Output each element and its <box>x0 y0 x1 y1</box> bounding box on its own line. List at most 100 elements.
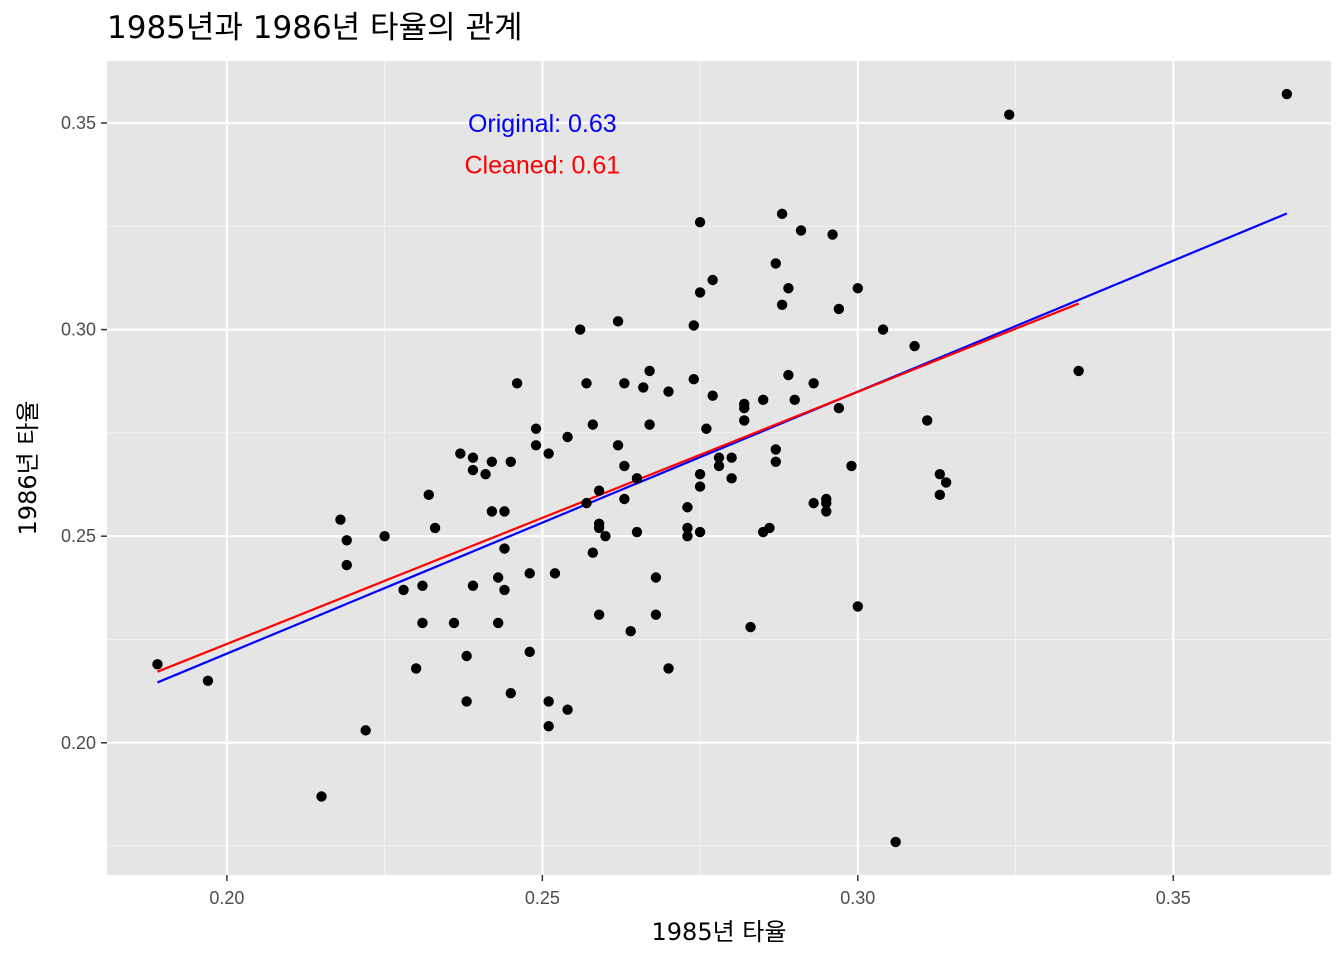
data-point <box>499 543 510 554</box>
data-point <box>764 522 775 534</box>
y-tick-label: 0.25 <box>61 526 96 546</box>
grid-minor <box>107 61 1331 875</box>
data-point <box>619 493 630 505</box>
data-point <box>530 440 542 451</box>
data-point <box>543 448 554 459</box>
regression-line <box>157 212 1288 684</box>
data-point <box>694 481 706 492</box>
data-point <box>492 617 504 629</box>
data-point <box>827 229 838 240</box>
y-tick-label: 0.20 <box>61 733 96 753</box>
data-point <box>448 617 460 629</box>
chart-title: 1985년과 1986년 타율의 관계 <box>107 10 523 46</box>
data-point <box>625 626 636 637</box>
data-point <box>909 340 920 352</box>
data-point <box>530 423 542 434</box>
data-point <box>360 725 371 736</box>
data-point <box>644 419 655 430</box>
data-point <box>499 506 510 517</box>
data-point <box>922 415 933 426</box>
data-point <box>776 208 788 220</box>
data-point <box>1073 365 1084 377</box>
y-axis-ticks: 0.20 0.25 0.30 0.35 <box>61 113 107 753</box>
data-point <box>745 621 756 633</box>
data-point <box>461 650 472 662</box>
data-point <box>821 497 832 509</box>
data-point <box>770 444 781 455</box>
data-point <box>631 473 643 484</box>
data-point <box>341 559 352 571</box>
data-point <box>505 687 516 699</box>
data-point <box>379 530 390 542</box>
data-point <box>467 452 479 463</box>
data-point <box>524 568 535 579</box>
data-point <box>808 378 819 389</box>
data-point <box>713 452 725 463</box>
data-point <box>707 390 718 401</box>
data-point <box>776 299 788 310</box>
data-point <box>757 394 769 406</box>
data-point <box>726 452 737 463</box>
data-point <box>852 601 864 612</box>
data-point <box>789 394 800 406</box>
data-point <box>423 489 434 501</box>
data-points <box>152 88 1293 848</box>
data-point <box>619 378 630 389</box>
data-point <box>638 382 649 393</box>
data-point <box>316 791 327 802</box>
data-point <box>398 584 409 596</box>
data-point <box>833 402 845 414</box>
data-point <box>486 456 498 468</box>
data-point <box>581 497 592 509</box>
data-point <box>455 448 466 459</box>
data-point <box>492 572 504 583</box>
data-point <box>663 663 674 674</box>
data-point <box>511 378 523 389</box>
data-point <box>574 324 586 335</box>
correlation-label: Original: 0.63 <box>468 110 617 138</box>
correlation-annotations: Original: 0.63 Cleaned: 0.61 <box>464 110 620 179</box>
data-point <box>940 477 952 488</box>
data-point <box>467 464 479 476</box>
data-point <box>694 287 706 298</box>
data-point <box>1004 109 1015 120</box>
data-point <box>562 704 573 715</box>
data-point <box>417 617 428 629</box>
data-point <box>202 675 214 686</box>
data-point <box>543 721 554 732</box>
data-point <box>562 431 573 443</box>
data-point <box>808 497 819 509</box>
data-point <box>890 836 901 848</box>
data-point <box>739 402 750 414</box>
x-tick-label: 0.30 <box>840 888 875 908</box>
data-point <box>593 485 605 496</box>
data-point <box>682 502 693 513</box>
data-point <box>663 386 674 397</box>
data-point <box>499 584 510 596</box>
x-axis-ticks: 0.20 0.25 0.30 0.35 <box>209 875 1191 908</box>
y-tick-label: 0.30 <box>61 320 96 340</box>
data-point <box>877 324 889 335</box>
data-point <box>682 530 693 542</box>
data-point <box>783 369 794 381</box>
x-tick-label: 0.20 <box>209 888 244 908</box>
data-point <box>600 530 611 542</box>
data-point <box>619 460 630 472</box>
data-point <box>543 696 554 707</box>
data-point <box>587 547 599 558</box>
data-point <box>852 283 864 294</box>
x-axis-title: 1985년 타율 <box>652 918 787 946</box>
y-axis-title: 1986년 타율 <box>14 401 42 536</box>
data-point <box>650 609 662 620</box>
data-point <box>644 365 655 377</box>
data-point <box>461 696 472 707</box>
regression-line <box>157 302 1080 673</box>
data-point <box>770 456 781 468</box>
data-point <box>593 522 605 534</box>
data-point <box>631 526 643 538</box>
data-point <box>480 468 491 480</box>
data-point <box>713 460 725 472</box>
data-point <box>612 316 624 327</box>
data-point <box>707 274 718 286</box>
